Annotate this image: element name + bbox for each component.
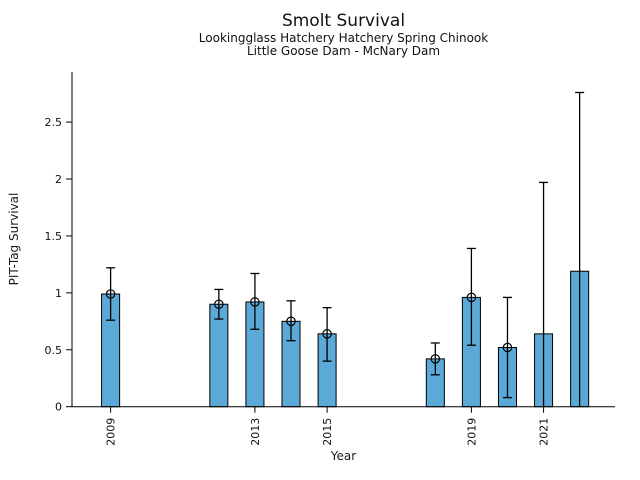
x-tick-label: 2015 <box>321 418 334 446</box>
y-tick-label: 0 <box>55 401 62 414</box>
point-marker-2020 <box>502 342 513 353</box>
chart-subtitle-line2: Little Goose Dam - McNary Dam <box>246 44 441 58</box>
x-tick-label: 2013 <box>249 418 262 446</box>
point-marker-2014 <box>286 316 296 327</box>
point-marker-2009 <box>105 289 116 299</box>
y-tick-label: 2 <box>55 173 62 186</box>
x-axis-label: Year <box>330 449 357 463</box>
y-tick-label: 1.5 <box>45 230 63 243</box>
y-tick-label: 2.5 <box>45 116 63 129</box>
x-tick-label: 2019 <box>465 418 478 446</box>
chart-subtitle-line1: Lookingglass Hatchery Hatchery Spring Ch… <box>198 31 489 45</box>
point-marker-2018 <box>430 354 441 364</box>
x-tick-label: 2009 <box>105 418 118 446</box>
chart-title: Smolt Survival <box>281 11 406 31</box>
point-marker-2013 <box>250 297 260 307</box>
y-tick-label: 1 <box>55 287 62 300</box>
point-marker-2019 <box>466 292 477 303</box>
y-axis-label: PIT-Tag Survival <box>7 192 21 286</box>
x-tick-label: 2021 <box>538 418 551 446</box>
point-marker-2015 <box>322 329 332 339</box>
point-marker-2012 <box>214 299 224 310</box>
y-tick-label: 0.5 <box>45 344 63 357</box>
